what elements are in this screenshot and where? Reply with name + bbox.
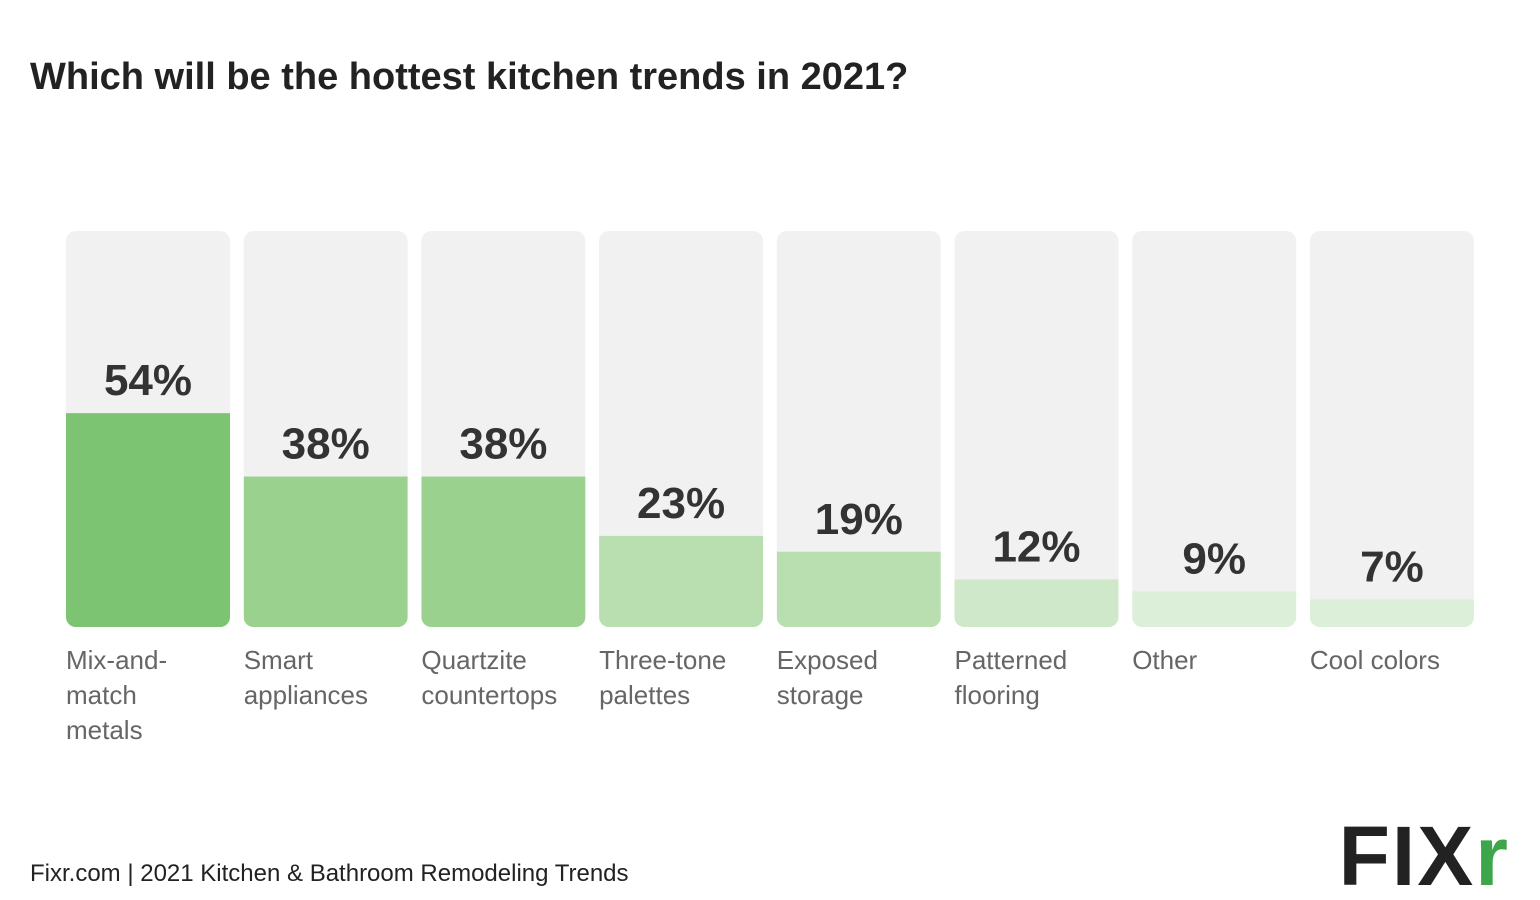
bar bbox=[1132, 591, 1297, 627]
category-label: Other bbox=[1132, 645, 1198, 675]
value-label: 38% bbox=[282, 420, 370, 469]
bar bbox=[1309, 599, 1474, 627]
logo-text: FIX bbox=[1338, 809, 1476, 900]
bar bbox=[421, 476, 586, 627]
category-label: Three-tone palettes bbox=[599, 645, 727, 710]
source: Fixr.com | 2021 Kitchen & Bathroom Remod… bbox=[30, 860, 629, 887]
panel bbox=[954, 231, 1119, 627]
category-label: Cool colors bbox=[1309, 645, 1440, 675]
value-label: 7% bbox=[1360, 542, 1424, 591]
value-label: 19% bbox=[815, 495, 903, 544]
category-label: Quartzite countertops bbox=[421, 645, 558, 710]
bar bbox=[66, 413, 230, 627]
bar bbox=[243, 476, 408, 627]
panel bbox=[776, 231, 941, 627]
bar bbox=[776, 551, 941, 627]
panel bbox=[599, 231, 764, 627]
value-label: 54% bbox=[104, 356, 192, 405]
value-label: 23% bbox=[637, 479, 725, 528]
panel bbox=[1132, 231, 1297, 627]
category-label: Patterned flooring bbox=[954, 645, 1068, 710]
bar bbox=[599, 535, 764, 627]
value-label: 38% bbox=[459, 420, 547, 469]
chart-title: Which will be the hottest kitchen trends… bbox=[30, 56, 909, 98]
logo-text: r bbox=[1475, 809, 1510, 900]
panel bbox=[1309, 231, 1474, 627]
value-label: 9% bbox=[1182, 534, 1246, 583]
category-label: Smart appliances bbox=[243, 645, 368, 710]
category-label: Mix-and-match metals bbox=[66, 645, 168, 745]
value-label: 12% bbox=[992, 522, 1080, 571]
category-label: Exposed storage bbox=[776, 645, 878, 710]
bar bbox=[954, 579, 1119, 627]
logo: FIXr bbox=[1339, 808, 1510, 900]
